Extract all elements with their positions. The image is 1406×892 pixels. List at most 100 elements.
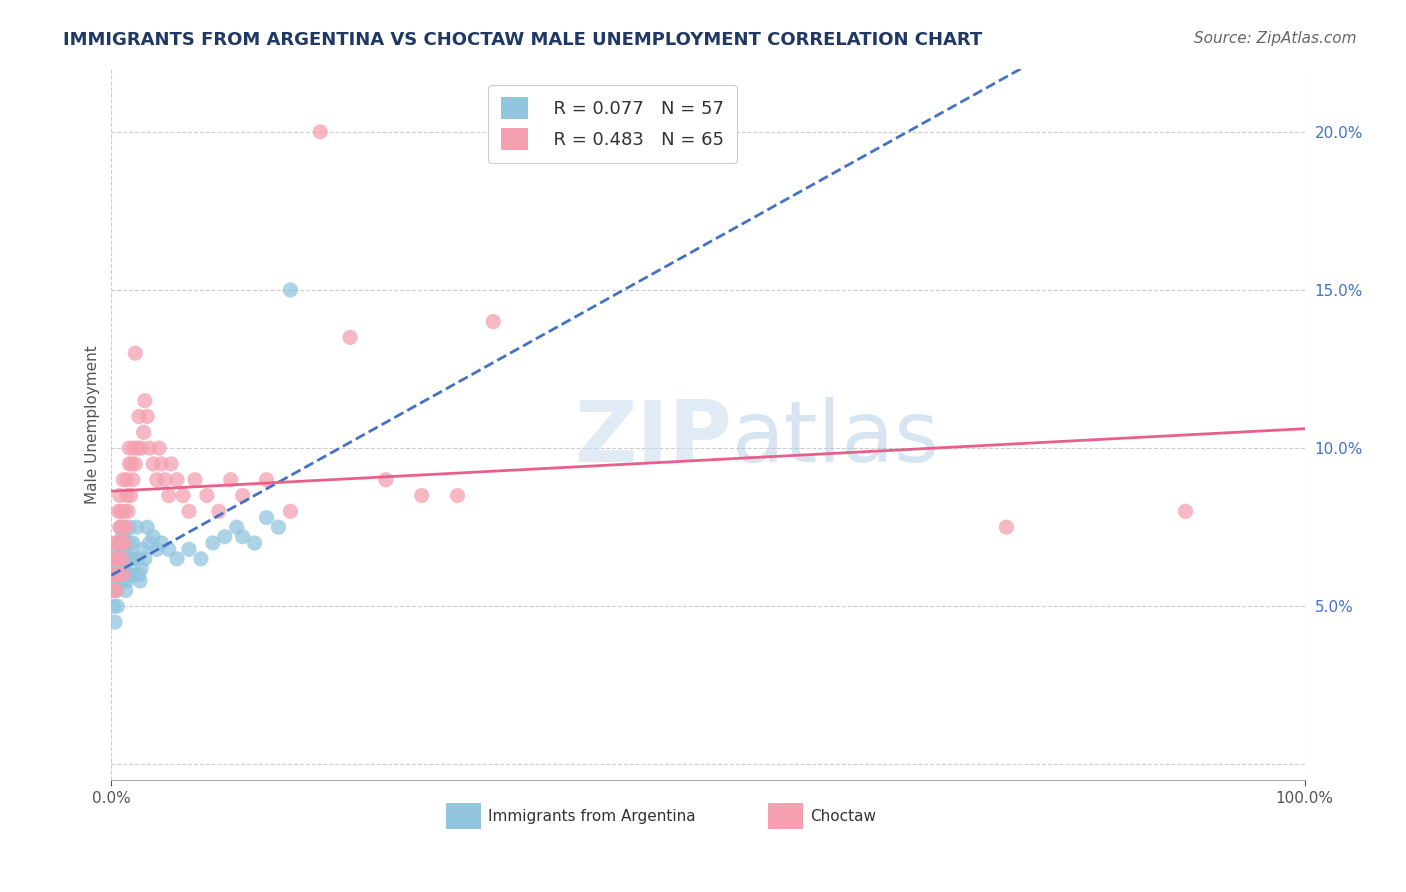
Point xyxy=(118,536,141,550)
Point xyxy=(105,551,128,566)
Text: IMMIGRANTS FROM ARGENTINA VS CHOCTAW MALE UNEMPLOYMENT CORRELATION CHART: IMMIGRANTS FROM ARGENTINA VS CHOCTAW MAL… xyxy=(63,31,983,49)
Point xyxy=(129,561,152,575)
Point xyxy=(134,551,156,566)
Point xyxy=(118,520,141,534)
Point xyxy=(129,441,152,455)
Point xyxy=(114,551,136,566)
Text: ZIP: ZIP xyxy=(574,397,733,480)
Point xyxy=(105,599,128,614)
Point xyxy=(136,409,159,424)
Point xyxy=(112,567,135,582)
Point xyxy=(105,583,128,598)
Point xyxy=(225,520,247,534)
Point xyxy=(208,504,231,518)
Point xyxy=(108,489,131,503)
Point xyxy=(128,567,150,582)
Point xyxy=(138,441,160,455)
Point xyxy=(219,473,242,487)
Point xyxy=(107,574,129,588)
Point xyxy=(120,551,142,566)
Point xyxy=(243,536,266,550)
Point xyxy=(104,536,127,550)
Point xyxy=(150,536,173,550)
Point xyxy=(114,520,136,534)
Point xyxy=(482,315,505,329)
Point xyxy=(148,441,170,455)
Point xyxy=(145,542,167,557)
Point xyxy=(112,542,135,557)
Point xyxy=(117,504,139,518)
Point xyxy=(124,457,146,471)
Point xyxy=(995,520,1018,534)
Point xyxy=(101,583,124,598)
Point xyxy=(160,457,183,471)
Point xyxy=(101,567,124,582)
Point xyxy=(446,489,468,503)
Point xyxy=(166,473,188,487)
Point xyxy=(127,441,149,455)
Point xyxy=(111,530,134,544)
Point xyxy=(115,542,138,557)
Point xyxy=(111,551,134,566)
Text: Choctaw: Choctaw xyxy=(810,809,876,824)
Point xyxy=(195,489,218,503)
Point xyxy=(110,536,132,550)
Point xyxy=(157,542,180,557)
Point xyxy=(115,473,138,487)
Point xyxy=(111,567,134,582)
Point xyxy=(125,520,148,534)
Point xyxy=(374,473,396,487)
Point xyxy=(117,567,139,582)
Point xyxy=(103,567,125,582)
Text: Immigrants from Argentina: Immigrants from Argentina xyxy=(488,809,696,824)
Point xyxy=(108,536,131,550)
Point xyxy=(232,530,254,544)
Point xyxy=(142,530,165,544)
Point xyxy=(120,489,142,503)
Point xyxy=(131,542,153,557)
Point xyxy=(115,489,138,503)
Point xyxy=(129,574,152,588)
Point xyxy=(104,551,127,566)
Point xyxy=(105,536,128,550)
Point xyxy=(104,567,127,582)
Point xyxy=(114,536,136,550)
Point xyxy=(166,551,188,566)
Point xyxy=(121,567,143,582)
Point xyxy=(124,567,146,582)
Point xyxy=(110,551,132,566)
Point xyxy=(114,504,136,518)
Point xyxy=(104,615,127,629)
Point xyxy=(112,473,135,487)
Point xyxy=(115,574,138,588)
Point xyxy=(256,510,278,524)
Legend:   R = 0.077   N = 57,   R = 0.483   N = 65: R = 0.077 N = 57, R = 0.483 N = 65 xyxy=(488,85,737,163)
Point xyxy=(107,551,129,566)
Point xyxy=(150,457,173,471)
Point xyxy=(110,520,132,534)
Point xyxy=(172,489,194,503)
Point xyxy=(153,473,176,487)
Point xyxy=(122,551,145,566)
Point xyxy=(114,561,136,575)
Text: Source: ZipAtlas.com: Source: ZipAtlas.com xyxy=(1194,31,1357,46)
Point xyxy=(105,583,128,598)
Point xyxy=(108,520,131,534)
Point xyxy=(138,536,160,550)
Point xyxy=(280,504,302,518)
Point xyxy=(105,567,128,582)
Point xyxy=(184,473,207,487)
Point xyxy=(201,536,224,550)
Point xyxy=(122,473,145,487)
Point xyxy=(107,542,129,557)
Point xyxy=(118,457,141,471)
Point xyxy=(142,457,165,471)
Point xyxy=(134,393,156,408)
Point xyxy=(157,489,180,503)
Point xyxy=(111,520,134,534)
Point xyxy=(108,567,131,582)
Point xyxy=(339,330,361,344)
Point xyxy=(105,561,128,575)
Point xyxy=(177,504,200,518)
Point xyxy=(280,283,302,297)
